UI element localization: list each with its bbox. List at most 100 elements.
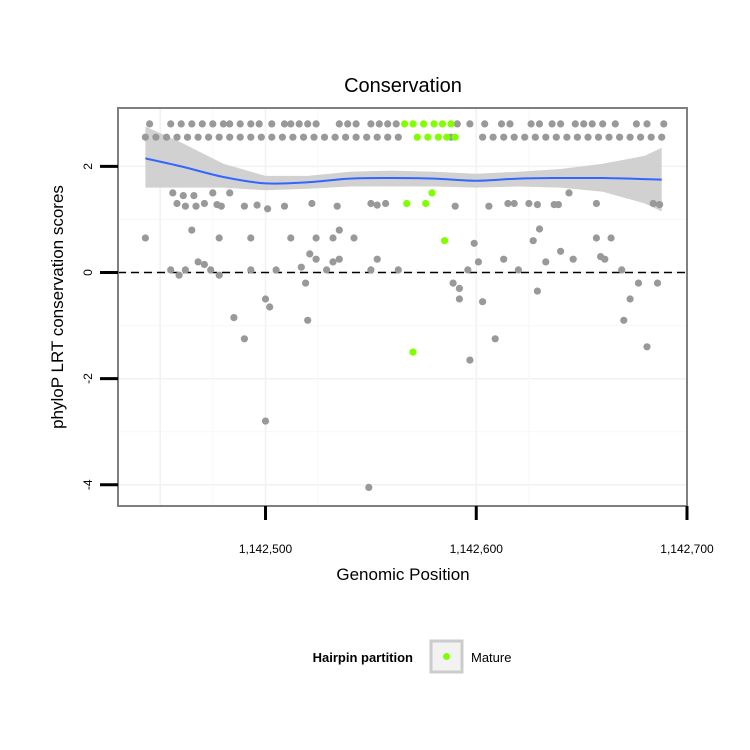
data-point bbox=[200, 260, 208, 269]
data-point bbox=[529, 237, 537, 245]
data-point bbox=[268, 133, 276, 141]
smooth-line bbox=[145, 157, 662, 185]
data-point bbox=[660, 120, 668, 128]
data-point bbox=[510, 133, 518, 141]
data-point bbox=[455, 284, 463, 292]
data-point bbox=[295, 120, 303, 128]
data-point bbox=[605, 133, 613, 141]
data-point bbox=[466, 356, 474, 364]
data-point bbox=[485, 202, 493, 210]
data-point bbox=[194, 133, 202, 141]
data-point bbox=[632, 120, 641, 128]
data-point bbox=[350, 234, 358, 242]
mature-point bbox=[420, 120, 428, 128]
data-point bbox=[363, 133, 371, 141]
x-axis: 1,142,500 1,142,600 1,142,700 bbox=[239, 506, 714, 556]
data-point bbox=[342, 133, 350, 141]
data-point bbox=[261, 295, 270, 303]
data-point bbox=[607, 234, 615, 242]
data-point bbox=[384, 133, 392, 141]
data-point bbox=[219, 120, 227, 128]
data-point bbox=[181, 202, 189, 210]
data-point bbox=[535, 120, 544, 128]
legend-label-mature: Mature bbox=[471, 650, 511, 665]
data-point bbox=[257, 133, 265, 141]
data-point bbox=[194, 258, 202, 266]
data-point bbox=[535, 225, 544, 233]
data-point bbox=[141, 133, 149, 141]
data-point bbox=[215, 133, 223, 141]
data-point bbox=[207, 266, 215, 274]
data-point bbox=[236, 133, 244, 141]
data-point bbox=[169, 189, 177, 197]
data-point bbox=[365, 483, 373, 491]
data-point bbox=[240, 335, 248, 343]
data-point bbox=[367, 199, 375, 208]
y-tick-label: 2 bbox=[81, 163, 95, 170]
data-point bbox=[230, 314, 238, 322]
data-point bbox=[352, 133, 360, 141]
chart-title: Conservation bbox=[344, 75, 462, 97]
smooth-trend-line bbox=[145, 157, 662, 185]
data-point bbox=[653, 279, 662, 287]
mature-point bbox=[409, 348, 417, 356]
data-point bbox=[479, 133, 487, 141]
data-point bbox=[226, 189, 234, 197]
data-point bbox=[634, 279, 643, 287]
data-point bbox=[190, 192, 198, 200]
data-point bbox=[531, 133, 539, 141]
data-point bbox=[592, 199, 601, 208]
data-point bbox=[188, 120, 196, 128]
data-point bbox=[312, 120, 320, 128]
data-point bbox=[647, 133, 655, 141]
y-tick-label: -4 bbox=[81, 479, 95, 490]
mature-point bbox=[441, 237, 449, 245]
panel-border bbox=[117, 107, 688, 507]
data-point bbox=[323, 266, 331, 274]
data-point bbox=[594, 133, 603, 141]
data-point bbox=[217, 202, 225, 210]
data-point bbox=[626, 133, 634, 141]
data-point bbox=[175, 271, 183, 279]
data-point bbox=[183, 133, 192, 141]
data-point bbox=[451, 202, 459, 210]
data-point bbox=[497, 120, 506, 128]
data-point bbox=[620, 316, 628, 324]
data-point bbox=[302, 279, 310, 287]
data-point bbox=[588, 120, 596, 128]
data-point bbox=[209, 189, 217, 197]
data-point bbox=[542, 133, 550, 141]
mature-point bbox=[443, 133, 451, 141]
data-point bbox=[548, 120, 556, 128]
data-point bbox=[571, 120, 579, 128]
data-point bbox=[306, 250, 314, 258]
data-point bbox=[557, 120, 565, 128]
mature-point bbox=[428, 189, 436, 197]
mature-point bbox=[451, 133, 459, 141]
y-axis-label: phyloP LRT conservation scores bbox=[48, 185, 67, 429]
data-point bbox=[247, 120, 255, 128]
data-point bbox=[649, 199, 657, 208]
data-point bbox=[253, 201, 261, 209]
data-point bbox=[247, 266, 255, 274]
data-point bbox=[373, 133, 381, 141]
legend-title: Hairpin partition bbox=[313, 650, 413, 665]
data-point bbox=[489, 133, 497, 141]
data-point bbox=[266, 303, 274, 311]
data-point bbox=[557, 247, 565, 255]
data-point bbox=[179, 192, 187, 200]
data-point bbox=[167, 266, 175, 274]
data-point bbox=[304, 316, 312, 324]
data-point bbox=[312, 234, 320, 242]
data-point bbox=[247, 133, 255, 141]
data-point bbox=[167, 120, 175, 128]
data-point bbox=[466, 120, 474, 128]
data-point bbox=[573, 133, 582, 141]
data-point bbox=[521, 133, 529, 141]
data-point bbox=[565, 189, 573, 197]
data-point bbox=[310, 133, 318, 141]
data-point bbox=[367, 266, 375, 274]
data-point bbox=[611, 120, 619, 128]
data-point bbox=[384, 120, 392, 128]
data-point bbox=[470, 239, 478, 247]
